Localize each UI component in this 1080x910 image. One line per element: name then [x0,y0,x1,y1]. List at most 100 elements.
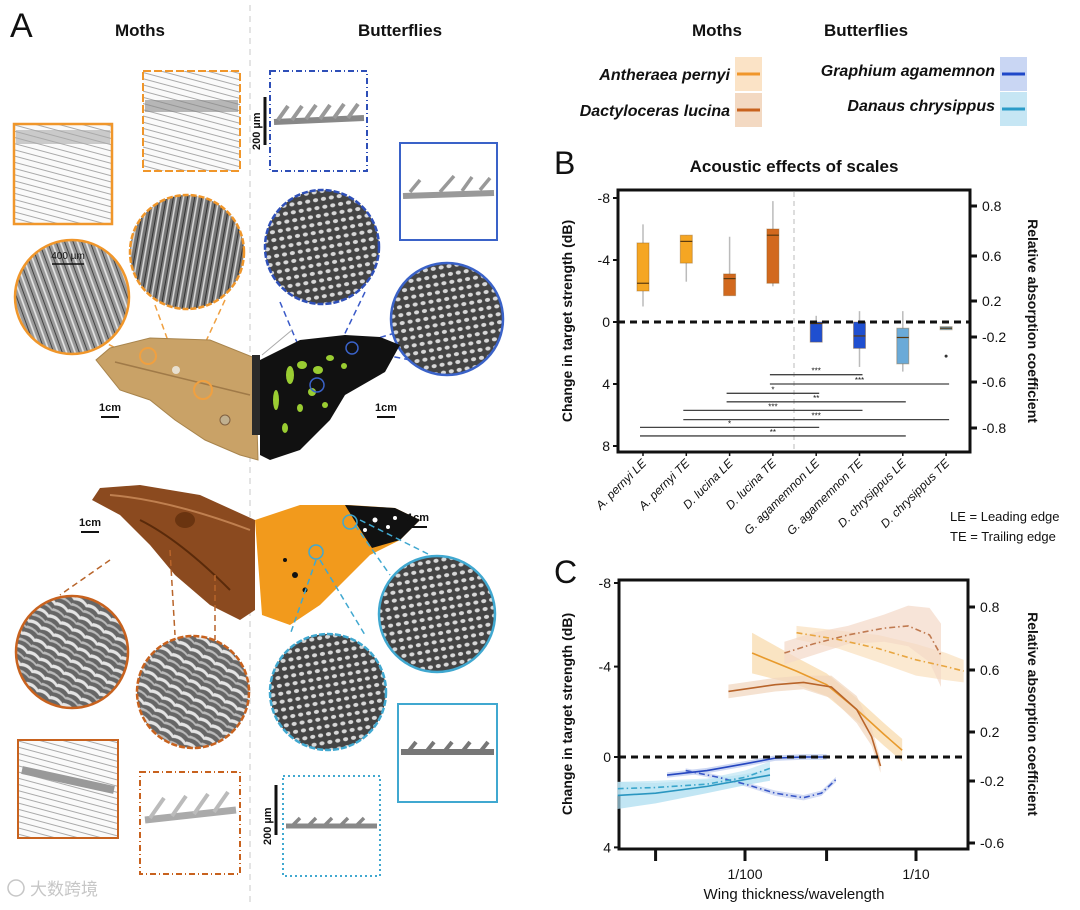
sem-box-agamemnon-le [399,142,498,241]
box-plot-6 [853,311,866,367]
box-plot-7 [896,311,910,372]
box-plot-1 [636,224,650,307]
y-tick-label: 0 [603,749,611,765]
y-tick-label: 8 [602,438,610,454]
edge-key-le: LE = Leading edge [950,509,1060,524]
legend-items: Antheraea pernyi Dactyloceras lucina Graph… [580,57,1027,127]
fit-line-6 [685,769,837,799]
right-y-tick-label: -0.6 [982,374,1006,390]
significance-label: *** [855,376,864,385]
legend-entry: Dactyloceras lucina [580,93,762,127]
significance-label: ** [813,394,819,403]
legend-moths-title: Moths [692,21,742,40]
y-tick-label: 4 [602,376,610,392]
sem-box-pernyi-te [142,70,241,172]
scale-label-1cm: 1cm [407,512,429,524]
sem-box-chrysippus-le [397,703,498,803]
significance-bar: *** [769,376,950,385]
right-y-tick-label: 0.8 [982,198,1002,214]
legend: Moths Butterflies Antheraea pernyi Dactyl… [580,21,1027,127]
scale-bar-400um: 400 µm [51,251,85,265]
right-y-tick-label: 0.6 [982,248,1002,264]
fit-line-5 [666,756,827,776]
legend-label: Graphium agamemnon [821,63,995,80]
panel-a: A Moths Butterflies 200 µm [10,5,505,905]
scale-bar-1cm-bottom-moth: 1cm [79,517,101,533]
y-axis-label: Change in target strength (dB) [559,220,575,422]
significance-bar: *** [683,402,863,411]
confidence-band-2 [728,675,881,773]
box-outlier [944,354,948,358]
significance-bar: * [726,385,820,394]
sem-circle-agamemnon-te [263,188,381,306]
right-y-axis-label: Relative absorption coefficient [1025,219,1041,423]
sem-circle-chrysippus-te [268,632,388,752]
x-tick-label: 1/100 [727,866,762,882]
x-axis-label: Wing thickness/wavelength [704,886,885,903]
confidence-band-4 [784,605,941,687]
box-body [723,273,737,297]
sem-circle-agamemnon-le [389,261,505,377]
scale-label-1cm: 1cm [99,402,121,414]
x-category-label: G. agamemnon LE [741,456,823,538]
y-tick-label: -8 [599,575,612,591]
box-plot-8 [939,326,953,358]
butterflies-title: Butterflies [358,21,442,40]
panel-b-label: B [554,145,575,181]
box-body [636,242,650,292]
sem-circle-pernyi-le [13,238,131,356]
fit-line-4 [784,625,942,656]
significance-label: *** [812,367,821,376]
fit-line-2 [728,681,882,767]
confidence-band-1 [752,632,903,762]
y-tick-label: -4 [599,659,612,675]
significance-bar: * [640,419,820,428]
significance-bar: *** [683,412,950,421]
legend-butterflies-title: Butterflies [824,21,908,40]
scale-bar-200um-bottom: 200 µm [262,785,278,845]
panel-c: C -8 -4 0 4 0.8 0.6 0.2 -0.2 -0.6 1/100 1/10 Wing t… [554,554,1041,903]
scale-label-200um: 200 µm [251,112,263,150]
confidence-band-5 [667,754,827,778]
connector-lines-bottom [59,519,431,640]
sem-box-lucina-te [139,771,241,875]
significance-label: *** [768,402,777,411]
significance-label: *** [812,412,821,421]
watermark-logo-icon [7,879,25,897]
moths-title: Moths [115,21,165,40]
panel-c-label: C [554,554,577,590]
legend-label: Dactyloceras lucina [580,103,730,120]
moth-dactyloceras-lucina-image [92,485,255,620]
butterfly-danaus-chrysippus-image [255,505,420,625]
watermark-text: 大数跨境 [30,880,98,899]
box-plot-5 [809,315,823,343]
sem-circle-pernyi-te [128,193,246,311]
significance-label: * [728,419,731,428]
right-y-tick-label: -0.8 [982,420,1006,436]
legend-label: Antheraea pernyi [598,67,730,84]
x-tick-label: 1/10 [902,866,929,882]
significance-bar: *** [769,367,863,376]
sem-circle-lucina-le [14,594,130,710]
y-tick-label: 0 [602,314,610,330]
y-tick-label: -8 [598,190,611,206]
significance-label: ** [770,428,776,437]
panel-a-label: A [10,7,33,45]
box-body [853,321,866,349]
chart-b-title: Acoustic effects of scales [690,157,899,176]
y-tick-label: -4 [598,252,611,268]
box-body [679,234,693,264]
chart-c: -8 -4 0 4 0.8 0.6 0.2 -0.2 -0.6 1/100 1/10 Wing thi… [559,575,1041,903]
moth-antheraea-pernyi-image [95,337,260,461]
right-y-tick-label: -0.6 [980,835,1004,851]
scale-label-200um: 200 µm [262,807,274,845]
box-plot-3 [723,236,737,297]
watermark: 大数跨境 [7,879,98,899]
right-y-tick-label: 0.8 [980,599,1000,615]
box-body [896,327,910,365]
scale-label-1cm: 1cm [79,517,101,529]
right-y-tick-label: -0.2 [980,773,1004,789]
scale-bar-200um-top: 200 µm [251,97,267,150]
significance-bar: ** [726,394,906,403]
